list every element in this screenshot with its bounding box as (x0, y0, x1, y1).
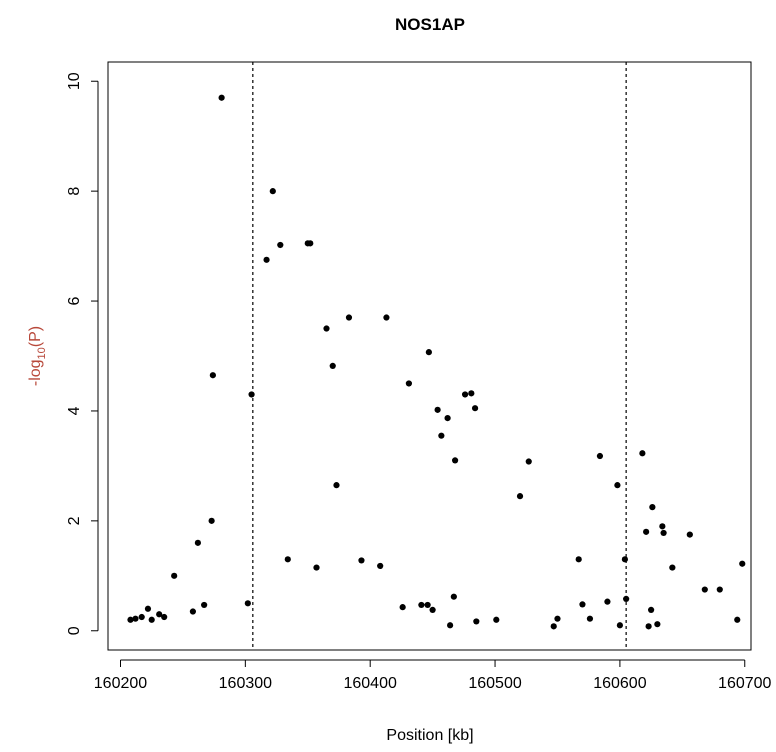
data-point (461, 391, 469, 398)
data-point (639, 450, 646, 457)
x-tick-label: 160600 (593, 675, 646, 692)
data-point (701, 586, 708, 593)
data-point (307, 240, 314, 247)
data-point (418, 601, 425, 609)
data-point (550, 623, 557, 630)
data-point (648, 606, 655, 613)
data-point (313, 564, 320, 571)
data-point (161, 613, 168, 621)
data-point (471, 405, 479, 412)
data-point (444, 414, 451, 422)
chart-title: NOS1AP (395, 15, 465, 34)
data-point (649, 504, 656, 511)
data-point (429, 606, 436, 613)
y-axis-label: -log10(P) (27, 326, 48, 386)
data-point (525, 458, 532, 465)
data-point (144, 605, 152, 612)
data-point (554, 615, 561, 622)
x-tick-label: 160300 (219, 675, 272, 692)
data-point (579, 601, 586, 608)
data-point (654, 621, 661, 628)
y-tick-label: 8 (66, 187, 83, 196)
data-point (451, 457, 459, 464)
data-point (660, 529, 667, 537)
data-point (623, 595, 630, 602)
data-point (645, 623, 652, 630)
data-point (575, 556, 582, 563)
data-point (323, 325, 330, 332)
data-point (208, 517, 215, 524)
data-point (493, 616, 500, 623)
data-point (194, 539, 201, 546)
data-point (739, 560, 746, 567)
data-point (586, 615, 594, 622)
data-point (201, 601, 208, 609)
data-point (156, 611, 163, 618)
data-point (616, 622, 624, 629)
data-point (425, 349, 432, 356)
data-point (171, 572, 178, 579)
data-point (209, 372, 216, 379)
y-tick-label: 0 (66, 626, 83, 635)
data-point (218, 94, 225, 101)
data-point (669, 564, 676, 571)
data-point (438, 432, 445, 439)
data-point (596, 452, 604, 460)
data-point (686, 531, 693, 538)
data-point (333, 482, 340, 489)
data-point (434, 406, 441, 413)
y-tick-label: 2 (66, 516, 83, 525)
data-point (377, 562, 384, 570)
x-axis-label: Position [kb] (386, 727, 473, 744)
data-point (516, 493, 524, 500)
data-point (132, 615, 139, 622)
data-point (269, 188, 276, 195)
y-tick-label: 10 (66, 72, 83, 90)
data-point (345, 314, 353, 321)
data-point (329, 362, 336, 369)
data-point (263, 256, 270, 263)
data-point (148, 616, 155, 623)
data-point (604, 598, 611, 605)
y-axis-label-prefix: -log (27, 359, 44, 386)
data-point (716, 586, 723, 593)
plot-frame (107, 61, 752, 651)
y-tick-label: 6 (66, 296, 83, 305)
data-point (447, 622, 454, 629)
data-point (248, 391, 255, 398)
data-point (621, 556, 628, 563)
x-tick-label: 160400 (343, 675, 396, 692)
data-point (405, 380, 412, 387)
data-point (643, 528, 650, 535)
plot-area: 160200 160300 160400 160500 160600 160700 0 2 4 6… (66, 61, 772, 692)
x-tick-label: 160500 (468, 675, 521, 692)
data-point (468, 390, 475, 397)
data-point (450, 593, 457, 600)
x-tick-label: 160200 (94, 675, 147, 692)
data-point (284, 556, 291, 563)
y-axis-label-suffix: (P) (27, 326, 44, 347)
data-point (244, 600, 251, 607)
data-point (383, 314, 390, 321)
data-point (399, 604, 406, 611)
y-axis-label-subscript: 10 (36, 347, 48, 359)
data-point (127, 616, 134, 623)
data-point (424, 601, 431, 609)
data-point (614, 482, 621, 489)
data-point (277, 241, 284, 249)
x-tick-label: 160700 (718, 675, 771, 692)
y-tick-label: 4 (66, 406, 83, 415)
data-point (189, 608, 197, 615)
data-point (358, 557, 365, 564)
data-point (473, 618, 480, 625)
data-point (734, 616, 741, 623)
data-point (138, 613, 145, 621)
data-point (659, 523, 666, 530)
